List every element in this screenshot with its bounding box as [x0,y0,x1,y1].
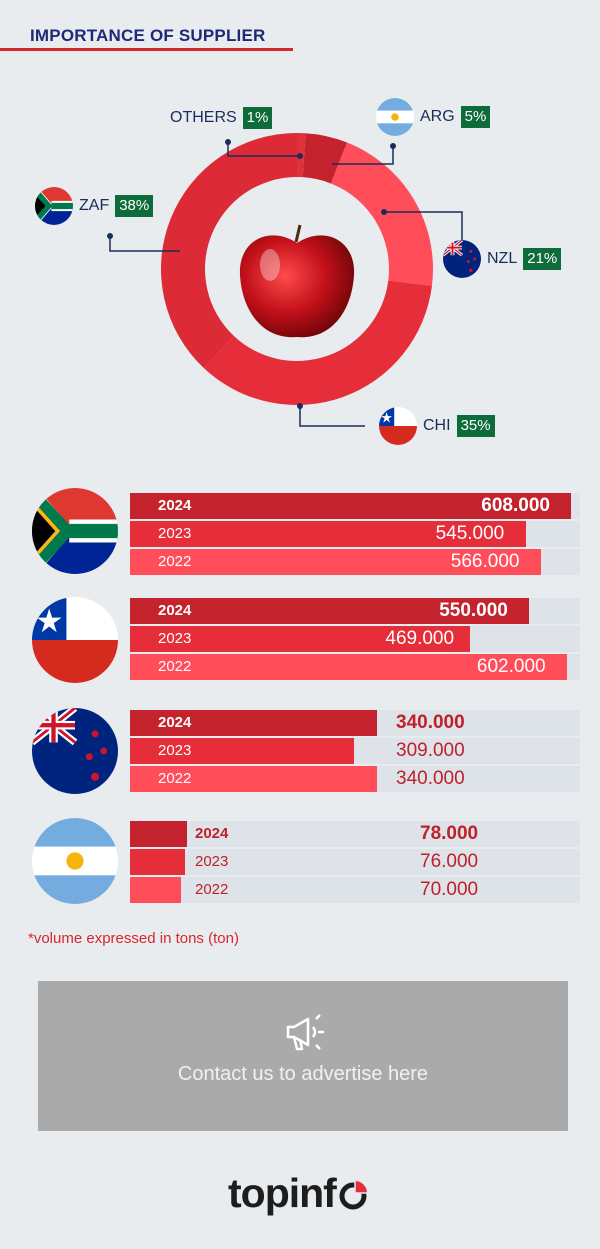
bar [130,821,187,847]
callout-pct: 35% [456,415,495,437]
bar-row-arg-2023: 2023 76.000 [130,847,580,875]
bar-group-zaf: 2024 608.000 2023 545.000 2022 566.000 [130,493,580,575]
callout-label: CHI [423,417,451,434]
title-underline [0,48,293,51]
bar-row-arg-2022: 2022 70.000 [130,875,580,903]
bar [130,493,572,519]
bar [130,877,181,903]
value-label: 309.000 [396,740,465,761]
value-label: 545.000 [435,523,505,544]
callout-others: OTHERS 1% [170,107,273,129]
bar-row-chi-2024: 2024 550.000 [130,598,580,624]
bar-group-chi: 2024 550.000 2023 469.000 2022 602.000 [130,598,580,680]
year-label: 2023 [158,742,192,759]
callout-pct: 1% [242,107,273,129]
new-zealand-flag-icon [443,240,481,278]
bar-row-chi-2023: 2023 469.000 [130,624,580,652]
value-label: 608.000 [481,495,550,516]
callout-label: ZAF [79,197,110,214]
donut-slice-nzl [330,142,433,287]
logo-text: topinf [228,1170,337,1216]
bar-row-arg-2024: 2024 78.000 [130,821,580,847]
value-label: 78.000 [420,823,479,844]
callout-chi: CHI 35% [379,407,495,445]
value-label: 469.000 [385,628,455,649]
bar [130,521,526,547]
bar-row-zaf-2023: 2023 545.000 [130,519,580,547]
south-africa-flag-icon [35,187,73,225]
bar-row-nzl-2022: 2022 340.000 [130,764,580,792]
donut-slice-zaf [160,133,297,369]
year-label: 2024 [158,497,192,514]
bar [130,654,567,680]
callout-pct: 21% [523,248,562,270]
value-label: 340.000 [396,768,465,789]
chile-flag-icon [32,597,118,683]
apple-image [239,224,355,338]
pie-o-icon [339,1180,367,1209]
bar-group-nzl: 2024 340.000 2023 309.000 2022 340.000 [130,710,580,792]
year-label: 2024 [158,714,192,731]
bar-row-chi-2022: 2022 602.000 [130,652,580,680]
callout-label: ARG [420,108,455,125]
year-label: 2023 [158,525,192,542]
value-label: 602.000 [476,656,546,677]
bar-row-nzl-2023: 2023 309.000 [130,736,580,764]
value-label: 76.000 [420,851,479,872]
year-label: 2022 [158,658,192,675]
year-label: 2023 [195,853,229,870]
bar [130,710,377,736]
year-label: 2024 [158,602,192,619]
page-title: IMPORTANCE OF SUPPLIER [30,26,266,45]
callout-nzl: NZL 21% [443,240,562,278]
value-label: 340.000 [396,712,465,733]
bar [130,738,355,764]
bar [130,766,377,792]
ad-text: Contact us to advertise here [177,1063,429,1085]
year-label: 2022 [158,770,192,787]
callout-pct: 5% [460,106,491,128]
new-zealand-flag-icon [32,708,118,794]
donut-slice-chi [203,280,432,406]
value-label: 70.000 [420,879,479,900]
argentina-flag-icon [32,818,118,904]
bar-row-zaf-2022: 2022 566.000 [130,547,580,575]
year-label: 2022 [195,881,229,898]
ad-banner[interactable]: Contact us to advertise here [38,981,568,1131]
south-africa-flag-icon [32,488,118,574]
value-label: 550.000 [439,600,508,621]
chile-flag-icon [379,407,417,445]
bar [130,598,530,624]
callout-label: NZL [487,250,518,267]
year-label: 2023 [158,630,192,647]
bar [130,849,186,875]
argentina-flag-icon [376,98,414,136]
callout-arg: ARG 5% [376,98,491,136]
topinfo-logo[interactable]: topinf [228,1170,369,1217]
year-label: 2022 [158,553,192,570]
bar-row-nzl-2024: 2024 340.000 [130,710,580,736]
callout-zaf: ZAF 38% [35,187,154,225]
bar [130,549,541,575]
bar-row-zaf-2024: 2024 608.000 [130,493,580,519]
callout-pct: 38% [115,195,154,217]
year-label: 2024 [195,825,229,842]
callout-label: OTHERS [170,109,237,126]
volume-note: *volume expressed in tons (ton) [28,930,239,947]
bar [130,626,471,652]
donut-slice-arg [302,133,348,184]
value-label: 566.000 [450,551,520,572]
megaphone-icon [286,1014,324,1051]
bar-group-arg: 2024 78.000 2023 76.000 2022 70.000 [130,821,580,903]
